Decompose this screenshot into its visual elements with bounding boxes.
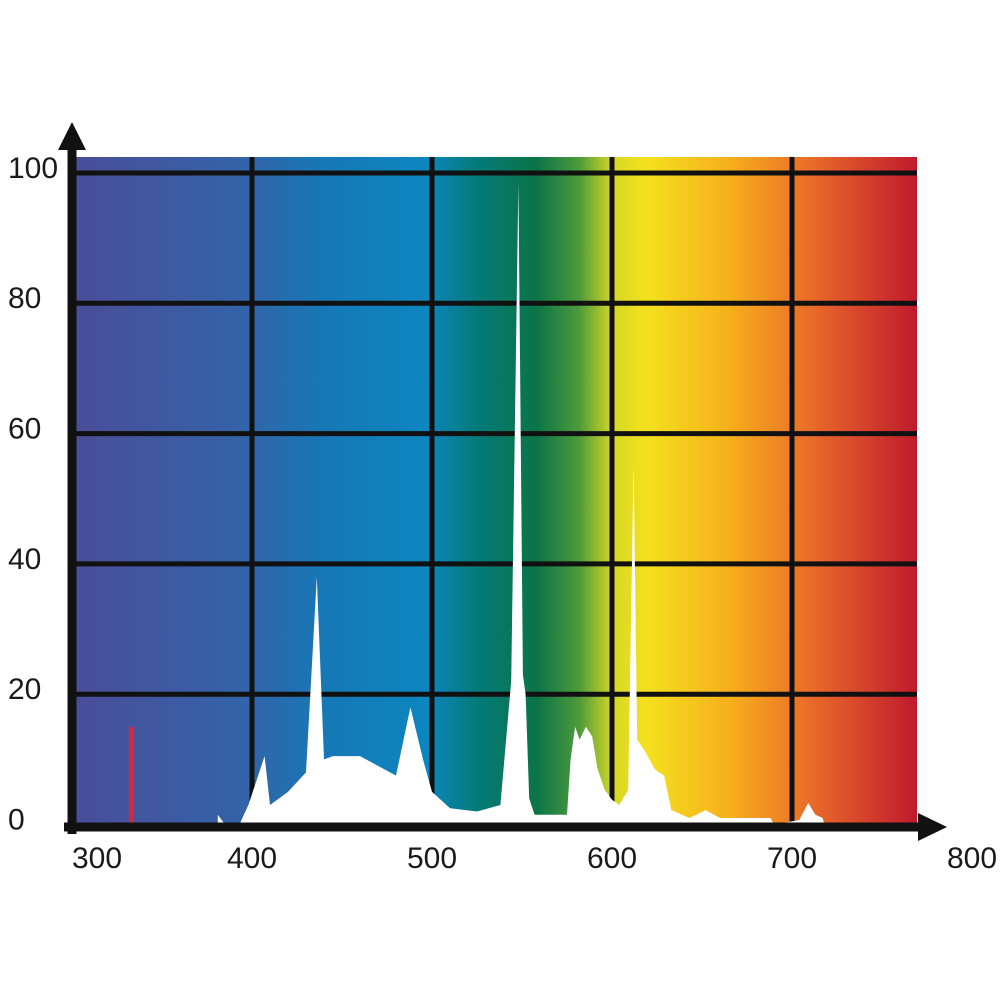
x-tick-label: 500 (407, 842, 457, 875)
spectrum-area (217, 182, 825, 825)
y-axis-arrow (58, 122, 86, 150)
x-tick-label: 300 (72, 842, 122, 875)
y-tick-label: 60 (8, 413, 41, 446)
x-axis-arrow (918, 813, 947, 841)
x-tick-label: 600 (587, 842, 637, 875)
x-tick-label: 800 (947, 842, 997, 875)
spectrum-line (128, 726, 134, 825)
y-tick-label: 0 (8, 803, 25, 836)
x-tick-label: 400 (227, 842, 277, 875)
y-tick-label: 80 (8, 282, 41, 315)
y-tick-label: 20 (8, 673, 41, 706)
y-tick-label: 100 (8, 152, 58, 185)
y-tick-label: 40 (8, 543, 41, 576)
plot-background (72, 157, 917, 827)
x-tick-label: 700 (767, 842, 817, 875)
